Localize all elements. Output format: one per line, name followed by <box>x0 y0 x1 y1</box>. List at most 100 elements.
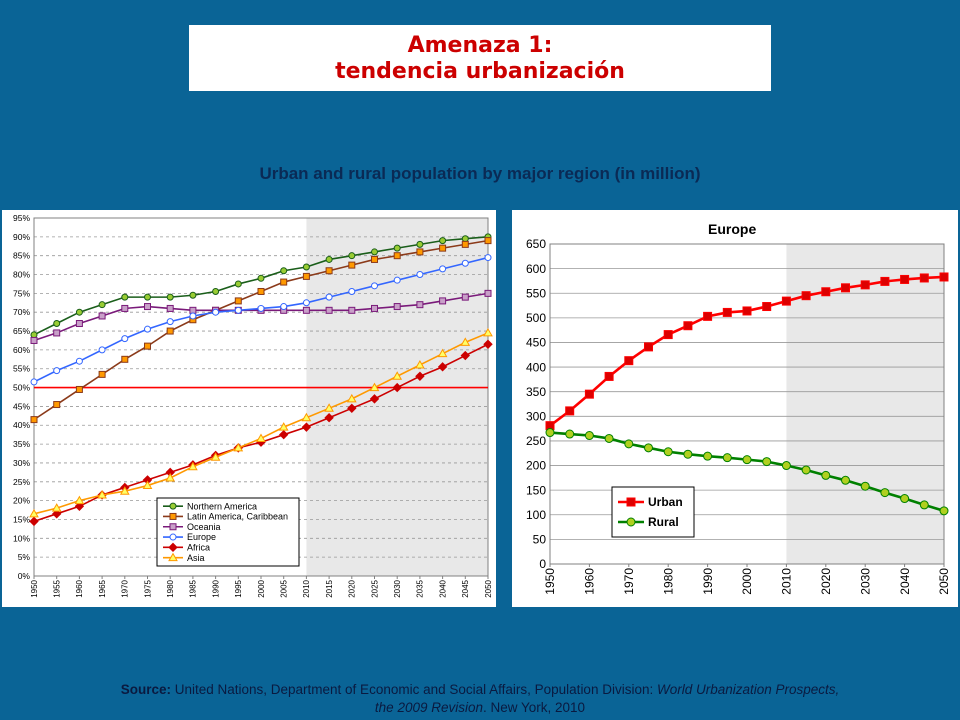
left-y-tick-label: 0% <box>18 571 31 581</box>
left-x-tick-label: 2025 <box>370 579 379 597</box>
left-series-europe-point <box>439 265 447 273</box>
right-series-urban-point <box>939 272 949 282</box>
slide-title: Amenaza 1: tendencia urbanización <box>189 25 771 91</box>
left-series-europe-point <box>75 357 83 365</box>
left-series-asia-point <box>369 382 380 392</box>
right-y-tick-label: 350 <box>526 385 546 399</box>
source-citation: Source: United Nations, Department of Ec… <box>20 681 940 717</box>
left-x-tick-label: 1995 <box>234 579 243 597</box>
left-series-europe-point <box>302 299 310 307</box>
left-y-tick-label: 75% <box>13 288 30 298</box>
left-x-tick-label: 2040 <box>438 579 447 597</box>
left-x-tick-label: 2000 <box>257 579 266 597</box>
left-series-latin-america-caribbean-point <box>371 255 378 263</box>
right-series-urban-point <box>722 307 732 317</box>
right-series-rural-point <box>703 451 713 461</box>
left-legend-marker <box>169 502 177 510</box>
right-series-urban-point <box>683 321 693 331</box>
left-legend-marker <box>168 552 178 562</box>
europe-population-chart: 0 50 100 150 200 250 300 350 400 450 500 550 600 650 1… <box>512 210 958 607</box>
right-y-tick-label: 150 <box>526 483 546 497</box>
left-series-europe-point <box>257 304 265 312</box>
left-legend-label: Latin America, Caribbean <box>187 512 288 522</box>
left-series-latin-america-caribbean-point <box>348 261 356 269</box>
left-series-europe-point <box>212 308 220 316</box>
left-y-tick-label: 85% <box>13 251 30 261</box>
urbanization-percentage-chart: 0% 5% 10% 15% 20% 25% 30% 35% 40% 45% 50% 55% 60% 65%… <box>2 210 496 607</box>
left-chart-svg: 0% 5% 10% 15% 20% 25% 30% 35% 40% 45% 50% 55% 60% 65%… <box>13 213 493 598</box>
left-y-tick-label: 40% <box>13 420 30 430</box>
left-series-northern-america-point <box>257 274 265 282</box>
source-title-1: World Urbanization Prospects, <box>656 682 840 697</box>
right-series-rural-point <box>663 447 673 457</box>
right-series-urban-point <box>742 306 752 316</box>
left-series-asia-point <box>142 480 153 490</box>
right-x-tick-label: 2020 <box>819 568 833 595</box>
right-series-rural-point <box>841 475 850 485</box>
right-x-tick-label: 1980 <box>661 568 675 595</box>
right-series-urban-point <box>919 273 929 283</box>
right-series-rural-point <box>919 500 929 510</box>
right-series-rural-point <box>644 443 653 453</box>
left-series-europe-point <box>53 367 61 375</box>
right-series-rural-point <box>683 449 693 459</box>
right-series-rural-point <box>604 433 614 443</box>
left-series-europe-point <box>461 259 469 267</box>
left-series-asia-point <box>51 503 62 512</box>
left-series-northern-america-point <box>348 252 356 260</box>
left-series-europe-point <box>144 325 151 333</box>
right-y-tick-label: 250 <box>526 434 546 448</box>
left-series-asia-point <box>188 461 198 471</box>
left-series-asia-point <box>165 473 176 482</box>
right-series-urban-point <box>624 356 634 366</box>
left-legend-label: Europe <box>187 532 216 542</box>
left-series-europe-point <box>121 335 129 343</box>
right-series-rural-point <box>900 494 910 504</box>
right-series-rural-point <box>584 431 594 441</box>
left-series-northern-america-point <box>325 255 333 263</box>
slide-subtitle: Urban and rural population by major regi… <box>259 164 701 183</box>
right-legend-label: Urban <box>648 495 683 509</box>
left-x-tick-label: 1975 <box>143 579 152 597</box>
right-legend-label: Rural <box>648 515 679 529</box>
left-series-northern-america-point <box>98 301 106 309</box>
left-y-tick-label: 70% <box>13 307 30 317</box>
left-series-africa-point <box>460 350 471 361</box>
right-series-urban-point <box>604 371 614 381</box>
left-series-africa-point <box>278 429 289 440</box>
left-series-europe-point <box>189 312 197 320</box>
left-series-asia-point <box>301 412 312 422</box>
left-series-northern-america-point <box>416 240 424 248</box>
left-x-tick-label: 2005 <box>280 579 289 597</box>
left-series-northern-america-point <box>212 287 220 295</box>
left-series-oceania-point <box>98 312 106 320</box>
left-series-oceania-point <box>121 304 129 312</box>
left-x-tick-label: 2020 <box>348 579 357 597</box>
source-text-2: . New York, 2010 <box>483 700 586 715</box>
left-series-northern-america-point <box>393 244 401 252</box>
left-series-oceania-point <box>348 306 356 314</box>
left-series-asia-point <box>29 508 39 518</box>
left-series-asia-point <box>233 442 244 452</box>
left-series-africa-point <box>483 339 493 349</box>
left-y-tick-label: 80% <box>13 270 30 280</box>
right-y-tick-label: 650 <box>526 237 546 251</box>
right-series-urban-point <box>663 330 673 340</box>
left-series-asia-point <box>483 327 493 337</box>
left-series-latin-america-caribbean-point <box>121 355 129 363</box>
right-x-tick-label: 2050 <box>937 568 951 595</box>
right-series-rural-point <box>742 455 752 465</box>
title-line-2: tendencia urbanización <box>335 59 625 84</box>
left-series-africa-point <box>51 509 62 519</box>
left-series-asia-point <box>256 433 266 442</box>
left-y-tick-label: 35% <box>13 439 30 449</box>
left-series-asia-point <box>437 348 448 358</box>
left-series-northern-america-point <box>144 293 151 301</box>
left-series-europe-point <box>234 306 242 314</box>
right-y-tick-label: 500 <box>526 311 546 325</box>
left-series-latin-america-caribbean-point <box>30 416 38 424</box>
left-legend-label: Oceania <box>187 522 221 532</box>
left-series-europe-point <box>348 287 356 295</box>
right-series-rural-point <box>860 481 870 491</box>
left-series-asia-point <box>97 489 107 499</box>
